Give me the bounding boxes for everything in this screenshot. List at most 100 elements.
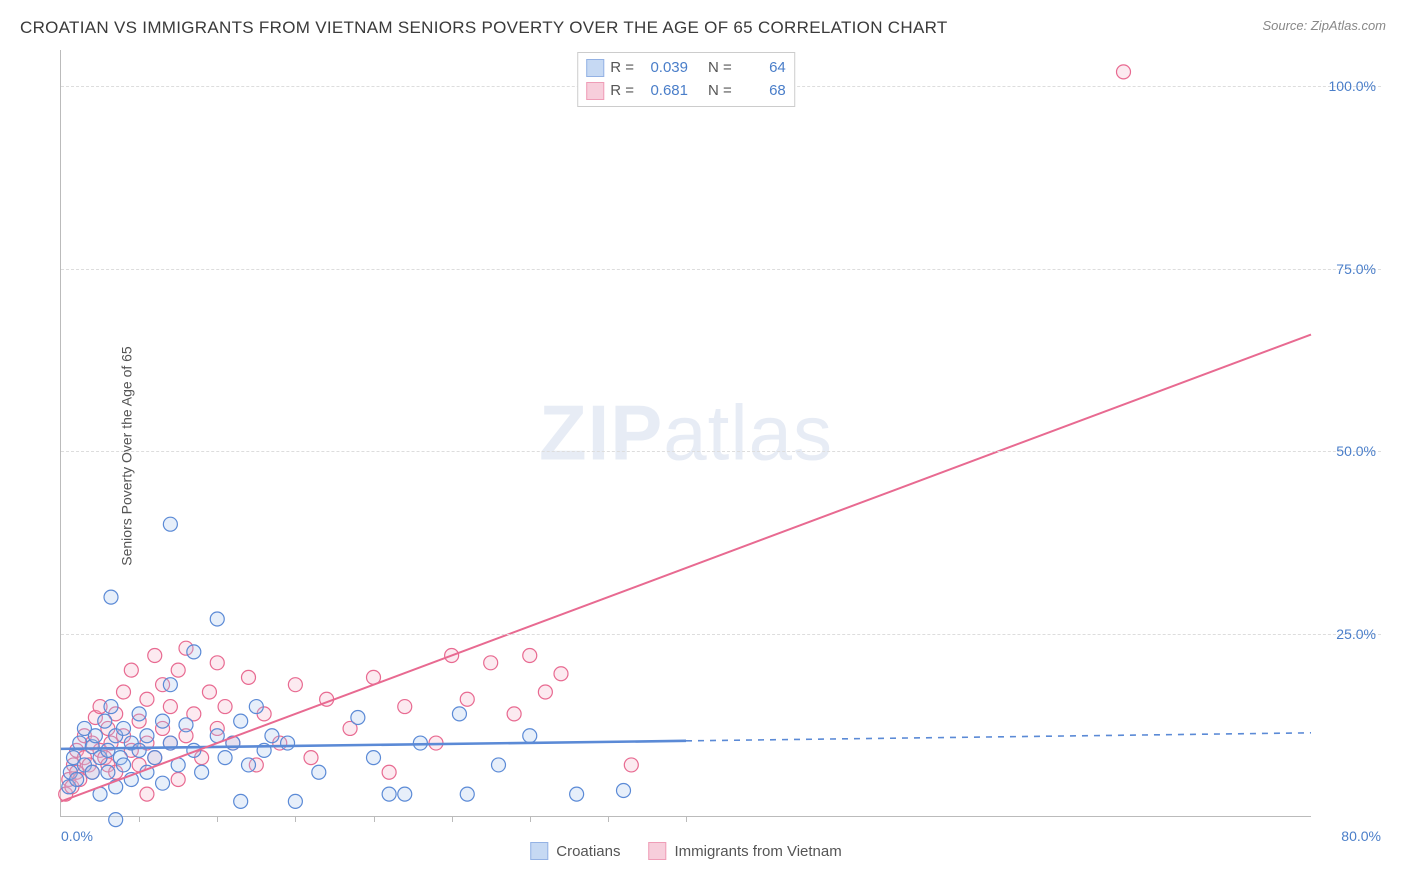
swatch-croatians [530, 842, 548, 860]
scatter-point [484, 656, 498, 670]
trendline-croatians [61, 741, 686, 749]
scatter-point [288, 678, 302, 692]
x-tick [217, 816, 218, 822]
scatter-point [460, 787, 474, 801]
chart-title: CROATIAN VS IMMIGRANTS FROM VIETNAM SENI… [20, 18, 948, 38]
scatter-point [163, 678, 177, 692]
y-tick-label: 50.0% [1336, 443, 1376, 459]
correlation-row-croatians: R = 0.039 N = 64 [586, 57, 786, 80]
scatter-point [171, 663, 185, 677]
scatter-point [312, 765, 326, 779]
scatter-point [242, 670, 256, 684]
scatter-point [117, 685, 131, 699]
scatter-point [242, 758, 256, 772]
scatter-point [1117, 65, 1131, 79]
scatter-point [187, 645, 201, 659]
scatter-point [148, 751, 162, 765]
scatter-point [210, 656, 224, 670]
scatter-point [265, 729, 279, 743]
source-attribution: Source: ZipAtlas.com [1262, 18, 1386, 33]
x-tick [530, 816, 531, 822]
chart-container: Seniors Poverty Over the Age of 65 ZIPat… [45, 45, 1386, 867]
scatter-point [101, 765, 115, 779]
scatter-point [163, 700, 177, 714]
scatter-point [554, 667, 568, 681]
scatter-point [523, 729, 537, 743]
scatter-point [140, 729, 154, 743]
scatter-point [163, 517, 177, 531]
x-tick-label: 0.0% [61, 828, 93, 844]
scatter-point [234, 794, 248, 808]
scatter-point [234, 714, 248, 728]
swatch-vietnam [586, 82, 604, 100]
scatter-point [101, 743, 115, 757]
scatter-point [218, 751, 232, 765]
scatter-point [171, 773, 185, 787]
scatter-point [85, 765, 99, 779]
plot-svg [61, 50, 1311, 816]
scatter-point [195, 765, 209, 779]
y-tick-label: 100.0% [1329, 78, 1376, 94]
scatter-point [382, 787, 396, 801]
scatter-point [304, 751, 318, 765]
scatter-point [523, 649, 537, 663]
scatter-point [104, 590, 118, 604]
scatter-point [98, 714, 112, 728]
swatch-croatians [586, 59, 604, 77]
x-tick [139, 816, 140, 822]
y-tick-label: 75.0% [1336, 261, 1376, 277]
x-tick [608, 816, 609, 822]
scatter-point [288, 794, 302, 808]
x-tick [374, 816, 375, 822]
legend-label-croatians: Croatians [556, 843, 620, 860]
scatter-point [132, 743, 146, 757]
scatter-point [104, 700, 118, 714]
x-tick-label: 80.0% [1341, 828, 1381, 844]
gridline [61, 451, 1381, 452]
scatter-point [70, 773, 84, 787]
scatter-point [281, 736, 295, 750]
scatter-point [179, 718, 193, 732]
scatter-point [249, 700, 263, 714]
scatter-point [617, 783, 631, 797]
gridline [61, 634, 1381, 635]
correlation-legend: R = 0.039 N = 64 R = 0.681 N = 68 [577, 52, 795, 107]
scatter-point [398, 787, 412, 801]
scatter-point [117, 758, 131, 772]
scatter-point [570, 787, 584, 801]
y-tick-label: 25.0% [1336, 626, 1376, 642]
trendline-croatians-dash [686, 733, 1311, 741]
legend-item-croatians: Croatians [530, 842, 620, 860]
scatter-point [452, 707, 466, 721]
trendline-vietnam [61, 335, 1311, 802]
scatter-point [398, 700, 412, 714]
scatter-point [210, 612, 224, 626]
legend-label-vietnam: Immigrants from Vietnam [674, 843, 841, 860]
scatter-point [132, 707, 146, 721]
scatter-point [218, 700, 232, 714]
scatter-point [492, 758, 506, 772]
scatter-point [156, 776, 170, 790]
x-tick [295, 816, 296, 822]
scatter-point [140, 787, 154, 801]
x-tick [452, 816, 453, 822]
scatter-point [140, 692, 154, 706]
scatter-point [382, 765, 396, 779]
scatter-point [148, 649, 162, 663]
correlation-row-vietnam: R = 0.681 N = 68 [586, 80, 786, 103]
scatter-point [202, 685, 216, 699]
scatter-point [538, 685, 552, 699]
plot-area: ZIPatlas R = 0.039 N = 64 R = 0.681 N = … [60, 50, 1311, 817]
scatter-point [624, 758, 638, 772]
scatter-point [367, 751, 381, 765]
swatch-vietnam [648, 842, 666, 860]
scatter-point [88, 729, 102, 743]
series-legend: Croatians Immigrants from Vietnam [530, 842, 841, 860]
scatter-point [156, 714, 170, 728]
scatter-point [351, 711, 365, 725]
scatter-point [117, 721, 131, 735]
scatter-point [507, 707, 521, 721]
scatter-point [109, 813, 123, 827]
x-tick [686, 816, 687, 822]
scatter-point [124, 663, 138, 677]
